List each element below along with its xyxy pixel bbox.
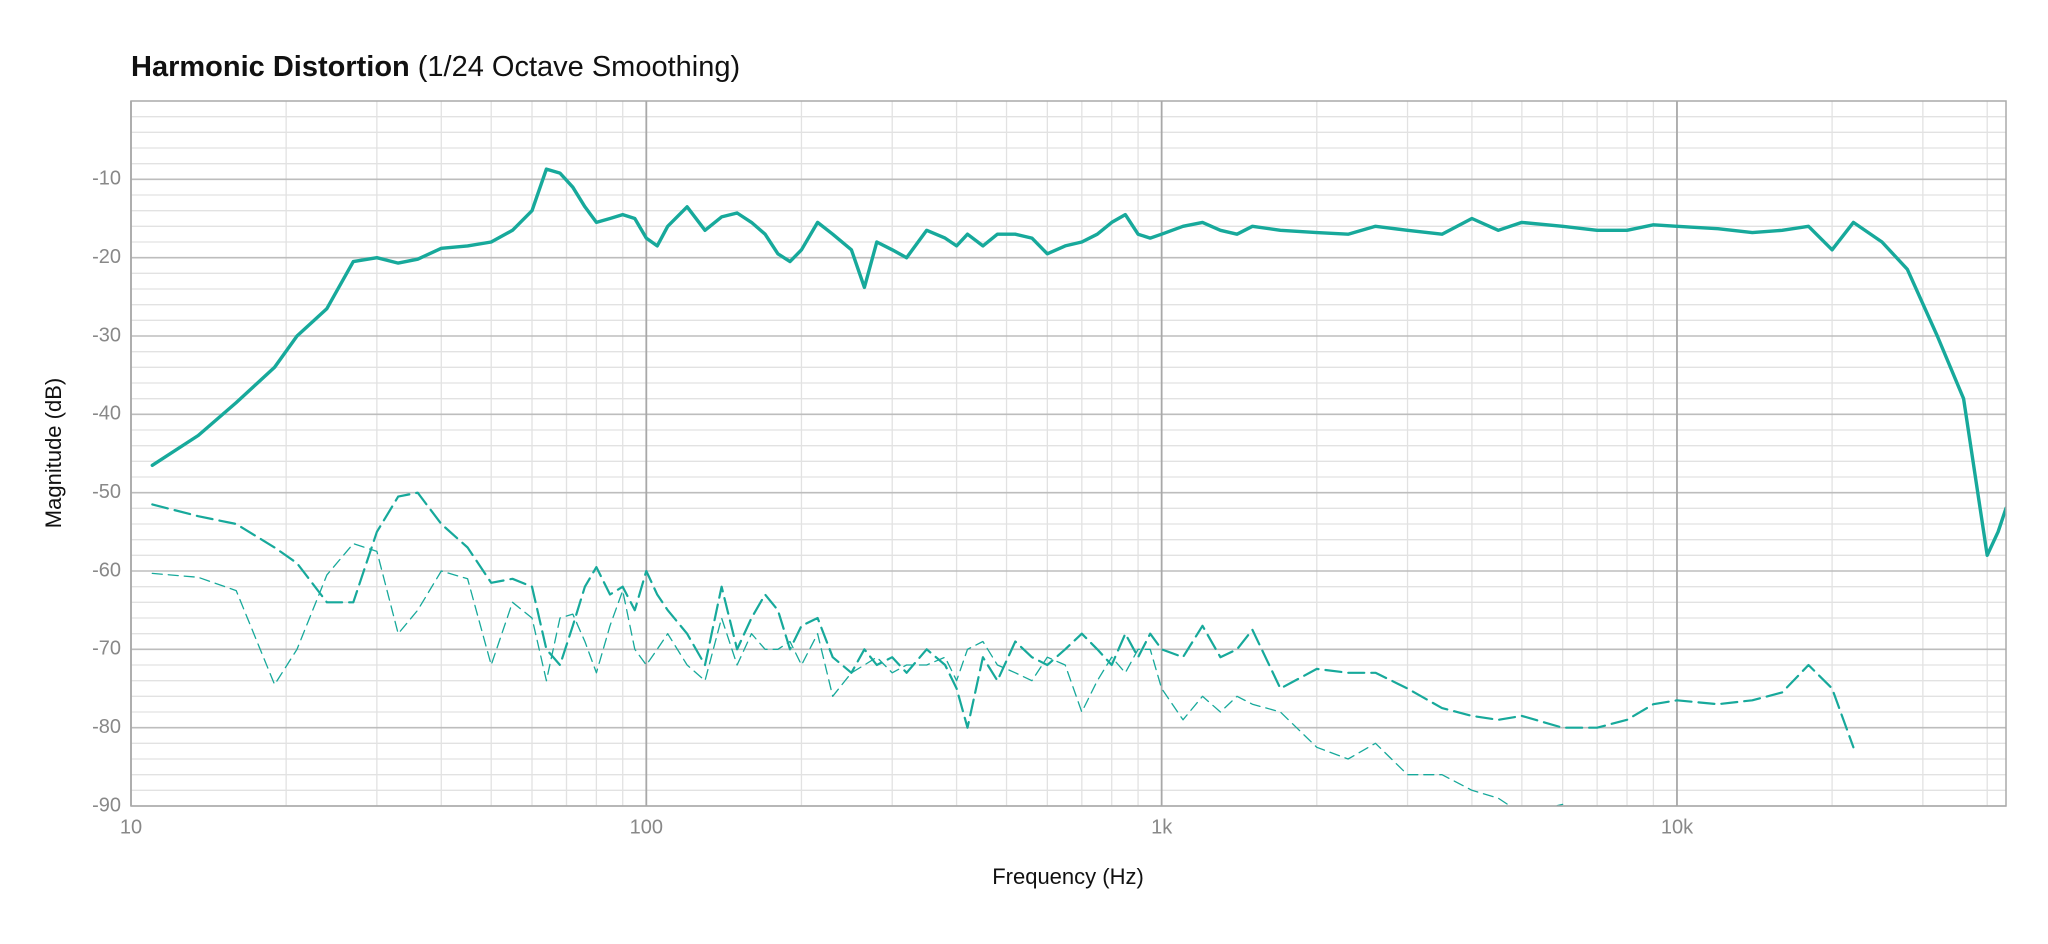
series-line: [151, 542, 1564, 806]
y-tick-label: -20: [92, 246, 121, 268]
chart-title: Harmonic Distortion: [131, 51, 410, 83]
plot-frame: [130, 100, 2007, 807]
y-tick-label: -10: [92, 168, 121, 190]
chart-title-group: Harmonic Distortion (1/24 Octave Smoothin…: [131, 51, 740, 83]
y-tick-label: -60: [92, 559, 121, 581]
chart-subtitle: (1/24 Octave Smoothing): [418, 51, 740, 83]
y-axis-label: Magnitude (dB): [41, 378, 66, 528]
y-tick-label: -80: [92, 716, 121, 738]
x-tick-label: 100: [630, 816, 663, 838]
plot-lines: [150, 167, 2006, 806]
y-tick-label: -90: [92, 794, 121, 816]
y-tick-label: -70: [92, 638, 121, 660]
series-line: [151, 491, 1855, 749]
y-tick-label: -50: [92, 481, 121, 503]
x-axis-label: Frequency (Hz): [992, 864, 1144, 889]
x-tick-label: 10: [120, 816, 142, 838]
grid: -90 -80 -70 -60 -50 -40 -30 -20 -10 10 100 1k 10k: [92, 101, 2006, 838]
y-tick-label: -30: [92, 324, 121, 346]
x-tick-label: 10k: [1661, 816, 1694, 838]
x-tick-label: 1k: [1151, 816, 1173, 838]
y-tick-label: -40: [92, 403, 121, 425]
series-line: [150, 167, 2006, 557]
